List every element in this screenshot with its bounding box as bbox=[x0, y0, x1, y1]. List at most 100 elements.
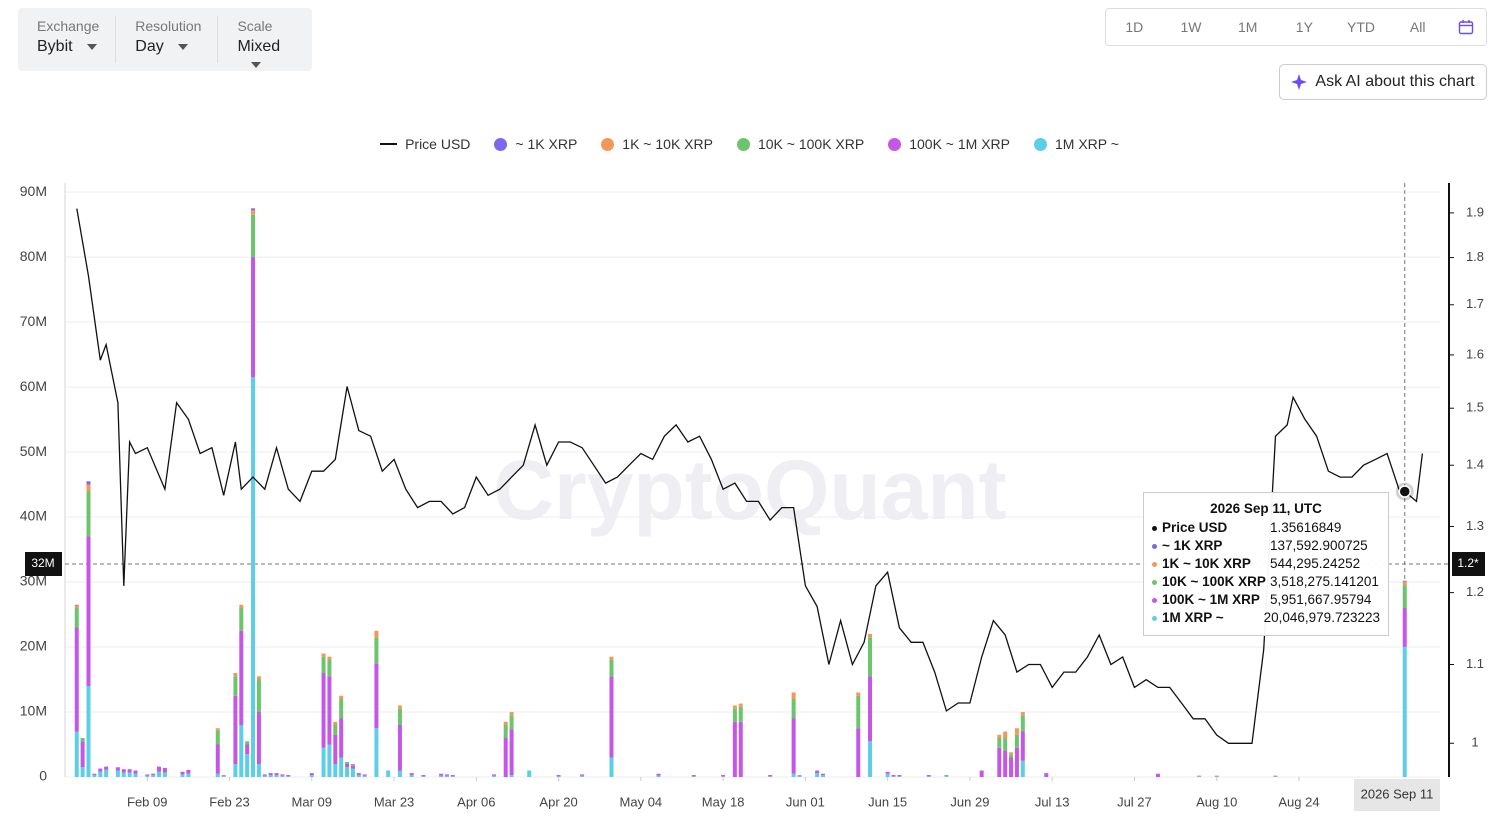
bar-segment bbox=[738, 721, 743, 777]
bar-segment bbox=[397, 725, 402, 771]
control[interactable]: Exchange Bybit bbox=[18, 16, 117, 63]
bar-segment bbox=[321, 656, 326, 674]
bar-segment bbox=[180, 771, 185, 775]
bar-segment bbox=[286, 775, 291, 777]
control-label: Scale bbox=[237, 18, 273, 34]
crosshair-x-box bbox=[1354, 779, 1440, 811]
legend-item[interactable]: 10K ~ 100K XRP bbox=[736, 136, 864, 152]
bar-segment bbox=[691, 775, 696, 777]
tooltip-series: 10K ~ 100K XRP bbox=[1162, 574, 1266, 589]
bar-segment bbox=[268, 775, 273, 777]
bar-segment bbox=[145, 775, 150, 777]
bar-segment bbox=[721, 776, 726, 777]
tooltip-series: ~ 1K XRP bbox=[1162, 538, 1223, 553]
ask-ai-button[interactable]: Ask AI about this chart bbox=[1279, 64, 1487, 100]
bar-segment bbox=[356, 773, 361, 776]
bar-segment bbox=[1197, 775, 1202, 777]
bar-segment bbox=[509, 729, 514, 776]
y2-tick-label: 1.3 bbox=[1466, 518, 1484, 533]
bar-segment bbox=[1402, 581, 1407, 586]
bar-segment bbox=[944, 776, 949, 777]
bar-segment bbox=[127, 769, 132, 773]
bar-segment bbox=[580, 774, 585, 776]
bar-segment bbox=[791, 773, 796, 777]
bar-segment bbox=[791, 692, 796, 700]
y-tick-label: 50M bbox=[20, 443, 47, 459]
bar-segment bbox=[1044, 773, 1049, 777]
range-button[interactable]: YTD bbox=[1347, 19, 1376, 35]
bar-segment bbox=[885, 773, 890, 777]
bar-segment bbox=[1020, 712, 1025, 716]
legend: Price USD ~ 1K XRP 1K ~ 10K XRP 10K ~ 100K … bbox=[0, 136, 1499, 152]
bar-segment bbox=[1273, 775, 1278, 777]
bar-segment bbox=[221, 775, 226, 777]
bar-segment bbox=[797, 775, 802, 776]
bar-segment bbox=[374, 630, 379, 638]
legend-item[interactable]: 1K ~ 10K XRP bbox=[601, 136, 713, 152]
bar-segment bbox=[274, 775, 279, 777]
bar-segment bbox=[374, 637, 379, 664]
x-tick-label: May 04 bbox=[620, 794, 663, 809]
bar-segment bbox=[1197, 776, 1202, 777]
tooltip-row: ~ 1K XRP 137,592.900725 bbox=[1152, 537, 1380, 555]
range-button[interactable]: 1M bbox=[1237, 19, 1258, 35]
bar-segment bbox=[897, 775, 902, 777]
bar-segment bbox=[104, 766, 109, 770]
control-label: Exchange bbox=[37, 18, 100, 34]
control[interactable]: Resolution Day bbox=[116, 16, 219, 63]
y-tick-label: 80M bbox=[20, 248, 47, 264]
bar-segment bbox=[215, 728, 220, 731]
y-tick-label: 10M bbox=[20, 703, 47, 719]
bar-segment bbox=[215, 773, 220, 777]
legend-item[interactable]: Price USD bbox=[380, 136, 470, 152]
bar-segment bbox=[333, 764, 338, 777]
bar-segment bbox=[321, 673, 326, 748]
legend-item[interactable]: 100K ~ 1M XRP bbox=[888, 136, 1010, 152]
calendar-button[interactable] bbox=[1446, 19, 1486, 35]
bar-segment bbox=[821, 775, 826, 777]
legend-item[interactable]: ~ 1K XRP bbox=[494, 136, 577, 152]
range-button[interactable]: 1W bbox=[1180, 19, 1202, 35]
ask-ai-label: Ask AI about this chart bbox=[1315, 73, 1475, 90]
legend-item[interactable]: 1M XRP ~ bbox=[1034, 136, 1119, 152]
range-button[interactable]: 1D bbox=[1125, 19, 1144, 35]
y-tick-label: 0 bbox=[39, 768, 47, 784]
y2-tick-label: 1.5 bbox=[1466, 400, 1484, 415]
bar-segment bbox=[1014, 747, 1019, 777]
y-tick-label: 90M bbox=[20, 183, 47, 199]
bar-segment bbox=[80, 767, 85, 777]
range-button[interactable]: 1Y bbox=[1295, 19, 1313, 35]
bar-segment bbox=[1003, 751, 1008, 777]
tooltip-dot bbox=[1152, 597, 1157, 603]
control-value: Mixed bbox=[237, 38, 296, 74]
y2-tick-label: 1 bbox=[1471, 735, 1478, 750]
bar-segment bbox=[80, 738, 85, 742]
bar-segment bbox=[997, 734, 1002, 739]
bar-segment bbox=[239, 604, 244, 609]
control[interactable]: Scale Mixed bbox=[218, 16, 312, 63]
bar-segment bbox=[221, 775, 226, 776]
bar-segment bbox=[691, 776, 696, 777]
y2-tick-label: 1.7 bbox=[1466, 296, 1484, 311]
bar-segment bbox=[186, 769, 191, 774]
bar-segment bbox=[345, 762, 350, 765]
bar-segment bbox=[1155, 773, 1160, 777]
bar-segment bbox=[791, 718, 796, 774]
bar-segment bbox=[280, 775, 285, 777]
bars bbox=[74, 208, 1407, 777]
bar-segment bbox=[115, 770, 120, 777]
y-tick-label: 60M bbox=[20, 378, 47, 394]
bar-segment bbox=[186, 773, 191, 777]
bar-segment bbox=[1214, 776, 1219, 777]
crosshair-y2-box bbox=[1452, 552, 1485, 576]
range-button[interactable]: All bbox=[1409, 19, 1426, 35]
x-tick-label: Jul 13 bbox=[1035, 794, 1070, 809]
bar-segment bbox=[1402, 580, 1407, 582]
bar-segment bbox=[450, 775, 455, 777]
bar-segment bbox=[656, 775, 661, 777]
legend-dot bbox=[601, 137, 615, 151]
bar-segment bbox=[1014, 734, 1019, 748]
bar-segment bbox=[74, 604, 79, 606]
